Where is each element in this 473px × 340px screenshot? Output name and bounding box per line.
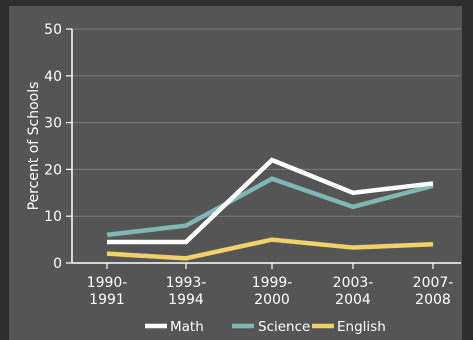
legend: Math Science English bbox=[145, 319, 386, 335]
axes bbox=[66, 28, 461, 269]
legend-label-english: English bbox=[337, 319, 386, 335]
series-line-math bbox=[107, 157, 434, 245]
gridlines bbox=[72, 28, 461, 217]
x-tick-label: 2007-2008 bbox=[413, 275, 454, 308]
chart-panel bbox=[9, 6, 462, 340]
legend-label-math: Math bbox=[170, 319, 204, 335]
series-line-english bbox=[106, 237, 434, 261]
x-tick-label: 1993-1994 bbox=[166, 275, 207, 308]
y-tick-label: 30 bbox=[44, 116, 62, 132]
y-tick-label: 0 bbox=[53, 256, 62, 272]
x-tick-label: 1999-2000 bbox=[252, 275, 293, 308]
y-tick-label: 40 bbox=[44, 69, 62, 85]
x-tick-label: 1990-1991 bbox=[87, 275, 128, 308]
tick-labels: 0 10 20 30 40 50 1990-1991 1993-1994 1999-2000 20… bbox=[44, 22, 453, 308]
y-axis-title: Percent of Schools bbox=[26, 82, 42, 211]
x-tick-label: 2003-2004 bbox=[333, 275, 374, 308]
y-tick-label: 20 bbox=[44, 162, 62, 178]
legend-label-science: Science bbox=[258, 319, 310, 335]
y-tick-label: 50 bbox=[44, 22, 62, 38]
series-line-science bbox=[106, 176, 434, 238]
series-lines bbox=[106, 157, 434, 261]
y-tick-label: 10 bbox=[44, 209, 62, 225]
